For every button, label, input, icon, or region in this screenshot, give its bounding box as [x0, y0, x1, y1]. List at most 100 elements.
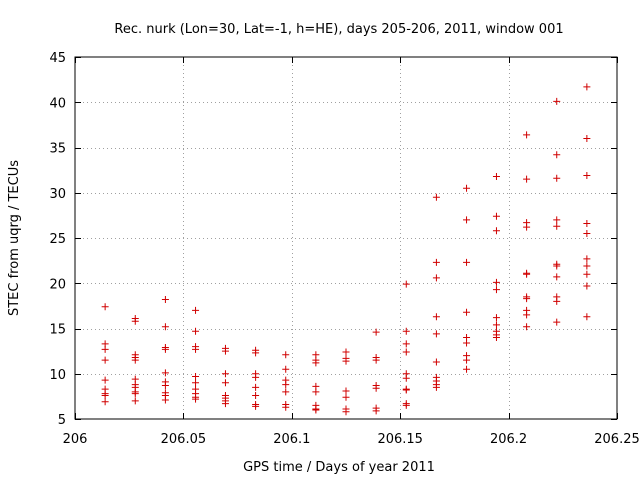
data-point	[221, 379, 229, 387]
x-tick-label: 206.05	[161, 432, 207, 447]
data-point	[492, 227, 500, 235]
data-point	[583, 313, 591, 321]
data-point	[463, 184, 471, 192]
data-point	[583, 262, 591, 270]
data-point	[161, 345, 169, 353]
data-point	[553, 216, 561, 224]
y-tick-label: 35	[49, 142, 66, 157]
data-point	[432, 358, 440, 366]
chart-title: Rec. nurk (Lon=30, Lat=-1, h=HE), days 2…	[114, 22, 563, 37]
data-point	[252, 391, 260, 399]
data-point	[523, 311, 531, 319]
y-tick-label: 5	[58, 413, 66, 428]
data-point	[583, 172, 591, 180]
grid-lines	[75, 57, 617, 419]
data-point	[312, 388, 320, 396]
data-point	[161, 396, 169, 404]
data-point	[463, 365, 471, 373]
y-tick-labels: 5 10 15 20 25 30 35 40 45	[49, 51, 66, 428]
data-point	[402, 386, 410, 394]
data-point	[221, 370, 229, 378]
data-point	[192, 306, 200, 314]
data-point	[402, 401, 410, 409]
y-tick-label: 40	[49, 96, 66, 111]
x-tick-labels: 206 206.05 206.1 206.15 206.2 206.25	[63, 432, 640, 447]
data-point	[402, 280, 410, 288]
data-point	[192, 327, 200, 335]
data-point	[282, 381, 290, 389]
data-point	[131, 356, 139, 364]
data-point	[492, 278, 500, 286]
data-point	[432, 313, 440, 321]
data-point	[252, 349, 260, 357]
data-point	[252, 402, 260, 410]
data-point	[131, 317, 139, 325]
data-point	[282, 351, 290, 359]
data-point	[463, 339, 471, 347]
y-tick-label: 15	[49, 323, 66, 338]
data-point	[192, 345, 200, 353]
data-point	[583, 134, 591, 142]
data-point	[523, 131, 531, 139]
axis-ticks	[75, 57, 618, 420]
data-point	[282, 388, 290, 396]
data-point	[402, 327, 410, 335]
data-point	[583, 255, 591, 263]
data-point	[192, 395, 200, 403]
data-point	[101, 398, 109, 406]
data-point	[342, 387, 350, 395]
data-point	[402, 340, 410, 348]
data-point	[523, 175, 531, 183]
data-point	[553, 262, 561, 270]
data-point	[432, 330, 440, 338]
data-point	[553, 273, 561, 281]
data-point	[402, 374, 410, 382]
data-point	[523, 270, 531, 278]
data-point	[282, 403, 290, 411]
data-point	[282, 365, 290, 373]
data-point	[372, 328, 380, 336]
data-point	[492, 321, 500, 329]
data-point	[553, 97, 561, 105]
data-point	[192, 372, 200, 380]
data-point	[492, 212, 500, 220]
data-point	[342, 393, 350, 401]
data-point	[583, 229, 591, 237]
y-tick-label: 25	[49, 232, 66, 247]
data-point	[342, 357, 350, 365]
data-point	[523, 223, 531, 231]
data-point	[523, 295, 531, 303]
data-point	[432, 274, 440, 282]
data-point	[131, 390, 139, 398]
data-point	[342, 348, 350, 356]
y-tick-label: 10	[49, 368, 66, 383]
data-point	[252, 383, 260, 391]
y-tick-label: 30	[49, 187, 66, 202]
data-point	[221, 400, 229, 408]
data-point	[553, 151, 561, 159]
data-point	[342, 408, 350, 416]
data-point	[553, 318, 561, 326]
data-point	[492, 286, 500, 294]
data-point	[432, 193, 440, 201]
data-point	[463, 356, 471, 364]
data-point	[372, 356, 380, 364]
data-point	[192, 379, 200, 387]
data-point	[402, 348, 410, 356]
y-tick-label: 45	[49, 51, 66, 66]
data-point	[492, 334, 500, 342]
data-point	[101, 345, 109, 353]
data-point	[523, 323, 531, 331]
data-point	[372, 384, 380, 392]
data-point	[252, 373, 260, 381]
data-point	[553, 297, 561, 305]
data-point	[161, 296, 169, 304]
data-point	[553, 222, 561, 230]
data-point	[221, 347, 229, 355]
data-point	[583, 220, 591, 228]
data-point	[161, 369, 169, 377]
data-point	[583, 270, 591, 278]
x-axis-label: GPS time / Days of year 2011	[243, 460, 435, 475]
data-point	[492, 314, 500, 322]
